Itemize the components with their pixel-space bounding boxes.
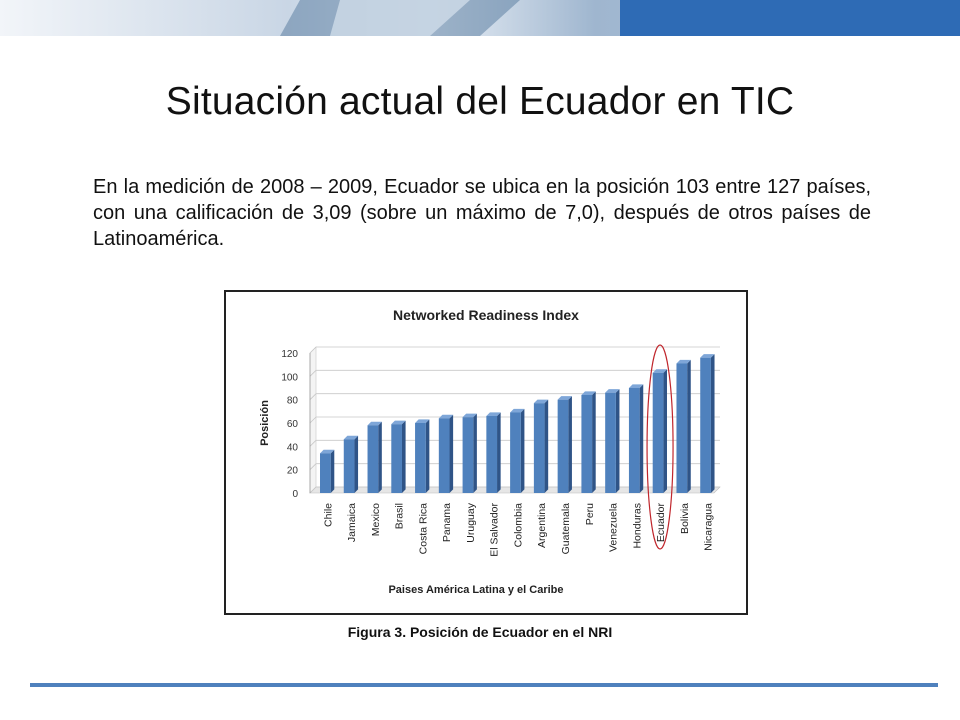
bar-side [425,419,430,493]
bar [462,417,474,493]
x-tick-label: Colombia [512,503,524,548]
y-axis-title: Posición [259,400,271,446]
bar [557,399,569,493]
bar-top [367,421,382,426]
bar-side [378,421,382,493]
banner-graphic [0,0,960,36]
bar-side [615,389,620,493]
bar [652,372,664,493]
bar-side [663,369,667,493]
bar-top [581,391,596,395]
figure-caption: Figura 3. Posición de Ecuador en el NRI [347,624,613,640]
x-tick-label: Honduras [631,503,643,549]
x-tick-label: Costa Rica [417,503,429,555]
nri-bar-chart: Networked Readiness Index 0 20 40 60 80 100 120… [259,307,721,596]
bar [415,423,426,493]
bar [605,392,616,493]
y-tick-label: 120 [281,349,298,360]
bar [628,388,640,493]
y-tick-label: 20 [287,466,299,477]
bar [367,425,379,493]
bar-top [700,354,715,358]
bar-top [676,359,691,364]
bar-side [449,414,454,493]
bar-top [343,435,359,440]
y-tick-label: 60 [287,419,299,430]
bar [676,363,688,493]
bar-side [401,420,406,493]
bar-side [544,399,549,493]
x-axis-title: Paises América Latina y el Caribe [388,584,563,596]
gridline-depth [309,486,317,494]
x-tick-label: Peru [584,503,596,525]
top-banner [0,0,960,36]
x-tick-label: Mexico [370,503,382,536]
body-paragraph: En la medición de 2008 – 2009, Ecuador s… [93,176,871,250]
bar-top [510,408,525,413]
bar-top [486,412,501,416]
bar [581,395,593,493]
bar [533,403,545,493]
bar-side [592,391,596,493]
bar [438,418,450,493]
x-tick-label: El Salvador [489,503,501,557]
bar-side [330,449,335,493]
gridline-depth [309,416,317,424]
y-tick-label: 80 [287,396,299,407]
bar [510,412,521,493]
bar [343,439,355,493]
x-tick-label: Panama [441,503,453,542]
x-tick-label: Nicaragua [703,503,715,551]
bar-top [320,449,335,454]
bar-side [687,359,691,493]
y-tick-label: 100 [281,372,298,383]
gridline-depth [309,393,317,400]
x-tick-label: Argentina [536,503,548,548]
bar-side [710,354,715,493]
chart-container: Networked Readiness Index 0 20 40 60 80 100 120… [224,290,748,615]
x-tick-label: Uruguay [465,502,477,542]
y-tick-label: 0 [292,489,298,500]
gridline-depth [309,463,317,470]
bar [700,357,711,493]
bar-top [533,399,549,404]
bar-side [520,408,525,493]
bar-top [438,414,454,419]
gridline-depth [309,440,317,447]
bar-side [473,413,477,493]
bar-top [462,413,477,418]
bar-top [628,384,644,388]
bar [391,424,402,493]
bar-top [557,396,572,400]
highlight-ellipse [646,344,674,550]
bar [486,416,498,493]
x-tick-label: Guatemala [560,503,572,555]
bar-top [605,389,620,393]
bar-top [415,419,430,423]
bar-side [354,435,359,493]
x-tick-label: Brasil [394,503,406,529]
x-tick-label: Chile [322,503,334,527]
x-tick-label: Venezuela [608,503,620,552]
chart-title: Networked Readiness Index [393,307,579,323]
x-tick-label: Ecuador [655,502,667,542]
bottom-rule [30,683,938,687]
bar-top [391,420,406,425]
x-tick-label: Bolivia [679,503,691,534]
x-tick-label: Jamaica [346,503,358,542]
gridline-depth [309,346,317,354]
y-tick-label: 40 [287,442,299,453]
bar [320,453,331,493]
gridline-depth [309,370,317,377]
bar-side [568,396,572,493]
slide-title: Situación actual del Ecuador en TIC [165,80,795,123]
bar-top [652,369,667,373]
bar-side [497,412,501,493]
bar-side [639,384,644,493]
